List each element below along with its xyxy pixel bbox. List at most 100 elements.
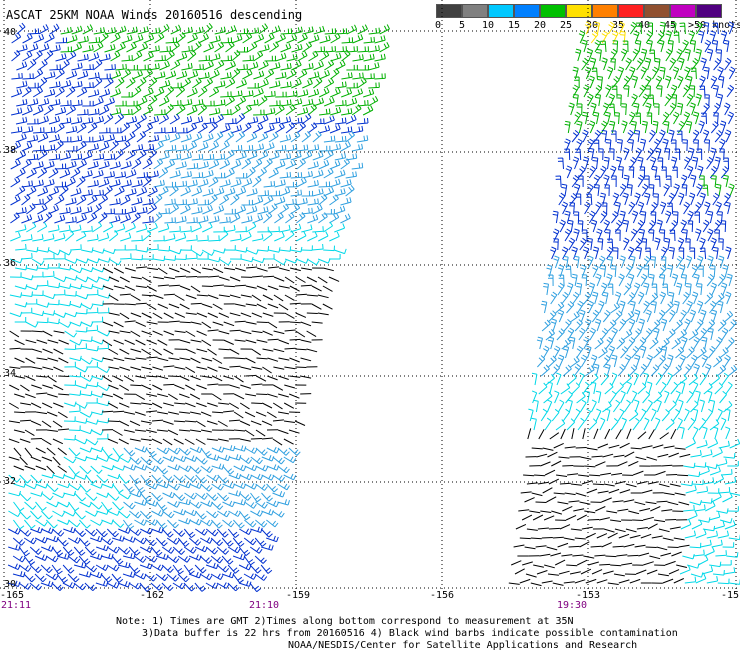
wind-barb [35, 574, 46, 582]
wind-barb [187, 180, 198, 187]
wind-barb [87, 277, 99, 282]
wind-barb [132, 159, 141, 169]
wind-barb [269, 62, 280, 70]
wind-barb [532, 418, 537, 430]
wind-barb [190, 466, 202, 473]
wind-barb [174, 475, 186, 482]
wind-barb [203, 154, 214, 160]
wind-barb [45, 33, 55, 43]
wind-barb [571, 529, 582, 530]
wind-barb [674, 579, 684, 584]
wind-barb [573, 157, 579, 169]
wind-barb [156, 538, 167, 546]
wind-barb [582, 58, 589, 70]
wind-barb [718, 531, 729, 538]
wind-barb [581, 355, 587, 367]
wind-barb [9, 457, 20, 460]
wind-barb [647, 355, 653, 367]
wind-barb [80, 376, 92, 381]
wind-barb [229, 491, 241, 497]
wind-barb [665, 94, 672, 106]
wind-barb [577, 346, 583, 358]
wind-barb [202, 223, 212, 232]
wind-barb [195, 546, 207, 552]
wind-barb [286, 91, 297, 98]
wind-barb [157, 394, 168, 397]
wind-barb [229, 366, 240, 367]
wind-barb [693, 409, 698, 421]
wind-barb [297, 145, 308, 151]
wind-barb [168, 501, 180, 507]
wind-barb [699, 121, 705, 133]
wind-barb [109, 349, 119, 355]
wind-barb [542, 581, 553, 583]
wind-barb [157, 412, 168, 414]
wind-barb [147, 304, 156, 310]
wind-barb [698, 556, 708, 566]
wind-barb [717, 301, 723, 313]
wind-barb [49, 81, 60, 88]
wind-barb [129, 529, 141, 536]
wind-barb [66, 86, 75, 97]
wind-barb [313, 189, 324, 197]
wind-barb [274, 232, 284, 241]
wind-barb [234, 446, 246, 452]
wind-barb [280, 81, 291, 88]
wind-barb [273, 403, 282, 409]
wind-barb [83, 45, 94, 52]
wind-barb [75, 439, 87, 444]
wind-barb [334, 223, 344, 232]
wind-barb [614, 574, 625, 576]
wind-barb [203, 170, 214, 178]
wind-barb [285, 348, 296, 349]
wind-barb [289, 430, 300, 433]
wind-barb [132, 197, 143, 205]
wind-barb [319, 182, 330, 188]
wind-barb [212, 502, 223, 510]
wind-barb [104, 97, 114, 106]
wind-barb [154, 88, 164, 98]
wind-barb [247, 188, 258, 196]
wind-barb [675, 448, 686, 449]
wind-barb [692, 480, 703, 485]
wind-barb [662, 409, 669, 421]
wind-barb [664, 493, 675, 495]
wind-barb [74, 583, 86, 590]
wind-barb [234, 430, 245, 431]
wind-barb [262, 455, 274, 461]
wind-barb [170, 154, 181, 160]
wind-barb [551, 292, 557, 304]
wind-barb [724, 567, 735, 574]
wind-barb [75, 418, 87, 423]
wind-barb [185, 456, 197, 462]
wind-barb [639, 319, 645, 331]
wind-barb [380, 25, 390, 35]
wind-barb [77, 71, 88, 79]
wind-barb [125, 223, 135, 232]
wind-barb [242, 123, 251, 133]
wind-barb [191, 268, 201, 273]
wind-barb [605, 383, 613, 394]
wind-barb [278, 499, 290, 505]
wind-barb [548, 356, 556, 367]
wind-barb [187, 198, 198, 205]
wind-barb [212, 412, 223, 413]
wind-barb [593, 484, 604, 485]
wind-barb [588, 94, 594, 106]
wind-barb [308, 144, 319, 151]
wind-barb [660, 553, 671, 556]
wind-barb [80, 448, 92, 453]
lon-label: -15 [721, 590, 739, 601]
wind-barb [582, 527, 593, 529]
wind-barb [187, 106, 197, 115]
wind-barb [639, 509, 650, 512]
wind-barb [198, 179, 209, 187]
wind-barb [618, 364, 625, 376]
wind-barb [23, 51, 33, 61]
wind-barb [220, 160, 230, 169]
wind-barb [549, 479, 559, 484]
wind-barb [70, 322, 82, 327]
wind-barb [26, 203, 35, 214]
wind-barb [53, 457, 61, 465]
wind-barb [651, 409, 656, 421]
